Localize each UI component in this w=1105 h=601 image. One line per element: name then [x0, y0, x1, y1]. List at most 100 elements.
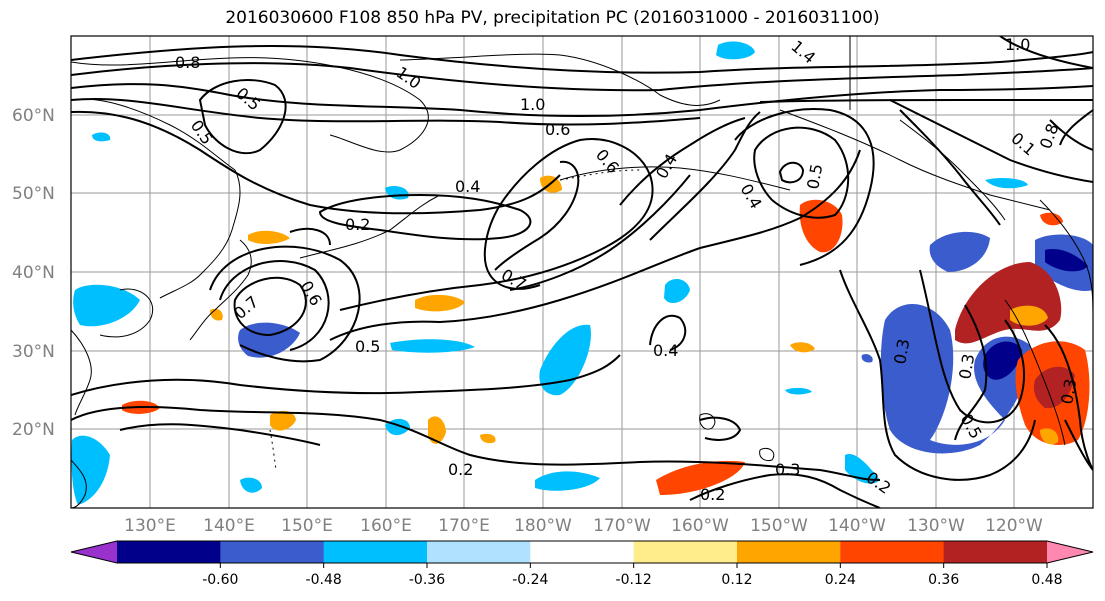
precip-positive-patch — [480, 433, 496, 444]
contour-label: 0.3 — [1057, 377, 1080, 405]
contour-label: 0.5 — [803, 162, 826, 190]
contour-label: 0.4 — [455, 177, 480, 196]
pv-contour — [209, 245, 361, 363]
coastline — [759, 447, 775, 461]
pv-contour — [689, 473, 881, 508]
pv-contour — [839, 269, 1036, 481]
pv-contour — [233, 276, 307, 337]
pv-contour — [71, 44, 1093, 74]
pv-contour — [289, 227, 331, 246]
precip-negative-patch — [1045, 249, 1088, 272]
pv-contour — [71, 83, 1093, 117]
pv-contour — [198, 79, 287, 155]
precip-positive-patch — [1040, 428, 1059, 445]
colorbar-segment — [737, 541, 841, 563]
contour-label: 0.2 — [448, 460, 473, 479]
pv-contour — [71, 406, 881, 481]
coastline — [559, 166, 791, 191]
colorbar-segment — [323, 541, 428, 563]
precip-negative-patch — [664, 278, 690, 304]
precip-negative-patch — [390, 339, 475, 353]
precip-positive-patch — [428, 416, 446, 444]
colorbar-outline — [70, 540, 1094, 564]
lon-label: 150°E — [281, 516, 333, 536]
map-border — [70, 35, 1094, 509]
coastline — [269, 429, 277, 471]
coastline — [189, 239, 252, 341]
map-title: 2016030600 F108 850 hPa PV, precipitatio… — [225, 8, 880, 28]
latitude-labels: 60°N 50°N 40°N 30°N 20°N — [12, 106, 55, 440]
coastline — [71, 459, 87, 508]
colorbar-segment — [840, 541, 945, 563]
coastline — [159, 169, 241, 299]
lat-label: 60°N — [12, 106, 55, 126]
lon-label: 140°W — [828, 516, 886, 536]
precip-negative-patch — [716, 41, 755, 60]
precip-negative-patch — [92, 132, 111, 142]
contour-label: 0.4 — [653, 341, 678, 360]
colorbar-segment — [220, 541, 325, 563]
precip-negative-patch — [983, 341, 1022, 380]
contour-label: 0.3 — [890, 337, 913, 365]
precip-negative-patch — [539, 324, 591, 396]
precip-negative-patch — [985, 177, 1028, 189]
colorbar-tick-label: 0.36 — [928, 572, 959, 588]
lon-label: 150°W — [750, 516, 808, 536]
colorbar-ticks: -0.60 -0.48 -0.36 -0.24 -0.12 0.12 0.24 0.36 0.4… — [202, 563, 1063, 588]
coastline — [899, 119, 1006, 221]
colorbar-segment — [633, 541, 738, 563]
colorbar-extend-low — [71, 541, 117, 563]
pv-contour — [119, 423, 321, 446]
colorbar-tick-label: -0.60 — [202, 572, 238, 588]
coastline — [779, 109, 1051, 211]
pv-contour — [649, 315, 687, 351]
coastline — [1004, 299, 1066, 446]
precip-negative-patch — [861, 354, 873, 363]
colorbar-tick-label: -0.12 — [616, 572, 652, 588]
coastline — [71, 329, 92, 416]
precip-positive-patch — [248, 230, 290, 244]
contour-label: 0.2 — [700, 485, 725, 504]
pv-contour — [899, 109, 1001, 226]
colorbar-tick-label: -0.48 — [306, 572, 342, 588]
pv-contour — [954, 304, 988, 441]
precipitation-shading — [71, 41, 1093, 505]
colorbar-tick-label: 0.24 — [825, 572, 856, 588]
precip-positive-patch — [270, 410, 296, 431]
pv-contour — [318, 193, 532, 241]
precip-negative-patch — [535, 471, 600, 491]
pv-contour — [778, 161, 805, 184]
contour-label: 1.0 — [1005, 35, 1030, 54]
colorbar-segment — [427, 541, 531, 563]
precip-negative-patch — [929, 231, 990, 272]
lat-label: 30°N — [12, 342, 55, 362]
contour-label: 0.3 — [955, 352, 978, 380]
coastline — [99, 288, 154, 338]
lon-label: 120°W — [985, 516, 1043, 536]
pv-contour — [71, 354, 621, 396]
lon-label: 180°W — [514, 516, 572, 536]
colorbar: -0.60 -0.48 -0.36 -0.24 -0.12 0.12 0.24 0.36 0.4… — [70, 540, 1094, 588]
pv-contour — [219, 260, 330, 351]
contour-label: 0.8 — [175, 53, 200, 72]
lat-label: 40°N — [12, 263, 55, 283]
pv-contour — [619, 117, 746, 206]
lat-label: 20°N — [12, 420, 55, 440]
contour-label: 1.0 — [520, 95, 545, 114]
colorbar-segment — [117, 541, 221, 563]
pv-contour — [889, 99, 1093, 183]
coastline — [399, 53, 721, 106]
precip-negative-patch — [880, 303, 1031, 454]
pv-contour — [999, 36, 1093, 69]
colorbar-tick-label: 0.12 — [721, 572, 752, 588]
lon-label: 160°W — [671, 516, 729, 536]
pv-contour — [509, 174, 691, 291]
lon-label: 170°W — [593, 516, 651, 536]
pv-contour — [734, 108, 875, 266]
pv-contour — [919, 269, 1026, 424]
lon-label: 170°E — [438, 516, 490, 536]
colorbar-segments — [117, 541, 1048, 563]
pv-contour — [329, 149, 861, 341]
pv-contours — [71, 36, 1093, 508]
lon-label: 140°E — [203, 516, 255, 536]
